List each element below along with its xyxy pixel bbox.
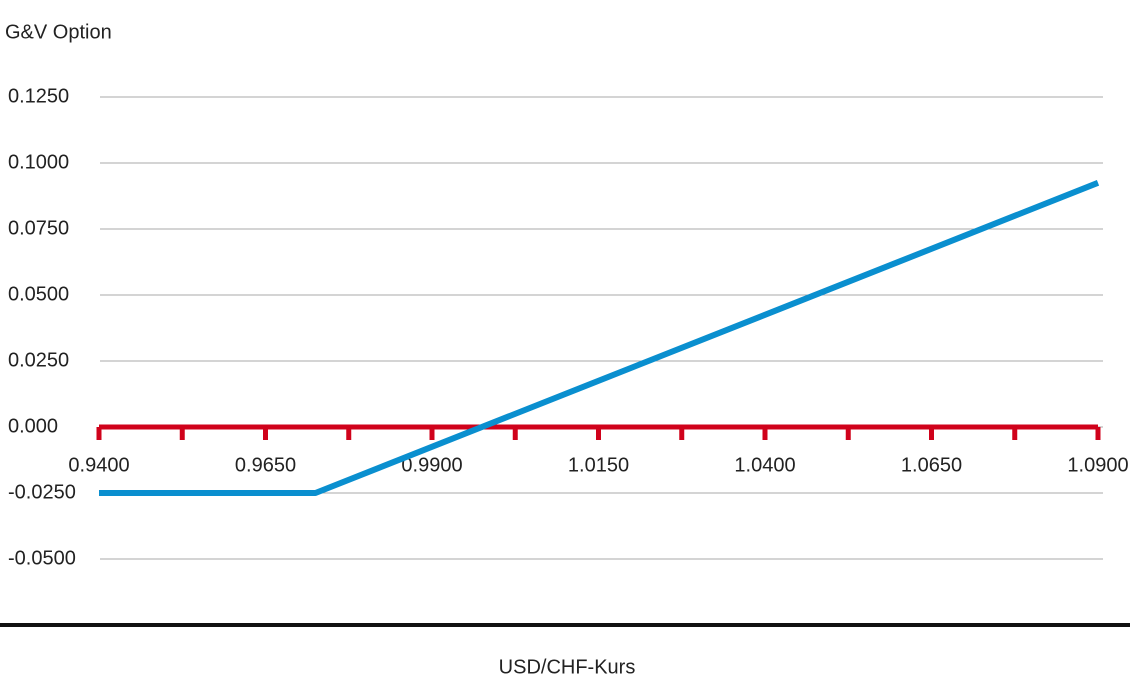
x-tick-label: 1.0650	[901, 454, 962, 476]
x-tick-label: 0.9900	[401, 454, 462, 476]
y-tick-label: 0.0750	[8, 217, 69, 239]
y-tick-label: -0.0250	[8, 481, 76, 503]
y-tick-label: 0.0500	[8, 283, 69, 305]
x-axis-label: USD/CHF-Kurs	[499, 656, 636, 678]
y-tick-label: 0.000	[8, 415, 58, 437]
x-tick-label: 0.9650	[235, 454, 296, 476]
x-tick-label: 1.0150	[568, 454, 629, 476]
y-tick-label: 0.1250	[8, 85, 69, 107]
y-tick-label: 0.1000	[8, 151, 69, 173]
y-axis-label: G&V Option	[5, 21, 112, 43]
x-tick-label: 0.9400	[68, 454, 129, 476]
series-line	[99, 180, 1100, 496]
y-tick-label: 0.0250	[8, 349, 69, 371]
x-tick-label: 1.0900	[1067, 454, 1128, 476]
x-tick-label: 1.0400	[734, 454, 795, 476]
y-tick-label: -0.0500	[8, 547, 76, 569]
